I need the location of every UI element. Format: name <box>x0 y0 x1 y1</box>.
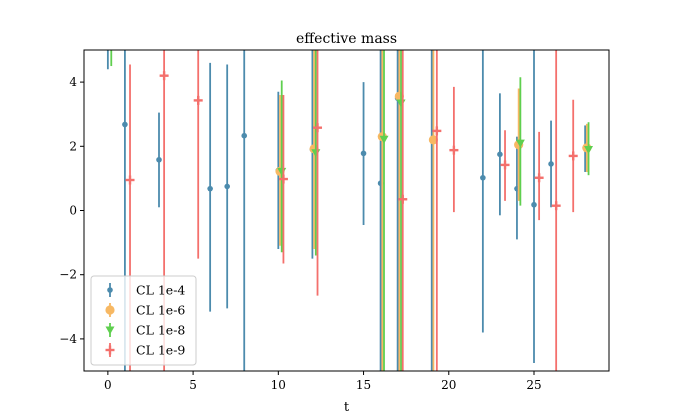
y-tick-label: 2 <box>69 139 77 153</box>
x-axis-ticks: 0 5 10 15 20 25 <box>104 371 542 392</box>
y-tick-label: 0 <box>69 204 77 218</box>
data-point <box>313 123 323 133</box>
data-point <box>360 150 367 157</box>
legend-label: CL 1e-6 <box>136 303 185 318</box>
data-point <box>241 132 248 139</box>
data-point <box>207 185 213 192</box>
data-point <box>584 146 594 155</box>
legend-marker <box>105 345 115 355</box>
legend-label: CL 1e-9 <box>136 343 185 358</box>
x-tick-label: 10 <box>271 378 286 392</box>
x-tick-label: 20 <box>441 378 456 392</box>
data-point <box>379 135 389 144</box>
data-point <box>568 151 578 161</box>
data-point <box>156 156 162 163</box>
legend: CL 1e-4 CL 1e-6 CL 1e-8 CL 1e-9 <box>90 275 197 366</box>
legend-marker <box>107 287 113 293</box>
x-tick-label: 5 <box>189 378 197 392</box>
legend-marker <box>105 326 115 335</box>
data-point <box>278 174 288 184</box>
legend-frame <box>90 275 197 366</box>
data-point <box>432 126 442 136</box>
legend-item: CL 1e-4 <box>107 283 185 298</box>
data-point <box>497 151 503 158</box>
y-axis-ticks: −4 −2 0 2 4 <box>59 75 84 346</box>
data-point <box>224 183 230 190</box>
legend-item: CL 1e-6 <box>105 303 185 318</box>
series-cl-1e-4 <box>106 50 588 371</box>
data-point <box>398 194 408 204</box>
data-point <box>531 201 537 208</box>
legend-label: CL 1e-8 <box>136 323 185 338</box>
legend-label: CL 1e-4 <box>136 283 185 298</box>
legend-item: CL 1e-9 <box>105 343 185 358</box>
chart-title: effective mass <box>296 31 397 47</box>
x-tick-label: 25 <box>526 378 541 392</box>
y-tick-label: −4 <box>59 332 77 346</box>
data-point <box>500 160 510 170</box>
data-point <box>125 175 135 185</box>
data-point <box>159 71 169 81</box>
x-axis-label: t <box>344 400 350 415</box>
data-point <box>515 139 525 148</box>
x-tick-label: 0 <box>104 378 112 392</box>
data-point <box>534 173 544 183</box>
series-cl-1e-8 <box>110 50 594 371</box>
data-point <box>193 95 203 105</box>
x-tick-label: 15 <box>356 378 371 392</box>
data-point <box>449 145 459 155</box>
data-point <box>428 135 439 145</box>
data-point <box>551 201 561 211</box>
legend-marker <box>105 305 115 315</box>
data-point <box>122 121 128 128</box>
legend-item: CL 1e-8 <box>105 323 185 338</box>
y-tick-label: −2 <box>59 268 77 282</box>
data-point <box>548 161 554 167</box>
y-tick-label: 4 <box>69 75 77 89</box>
data-point <box>480 174 486 181</box>
